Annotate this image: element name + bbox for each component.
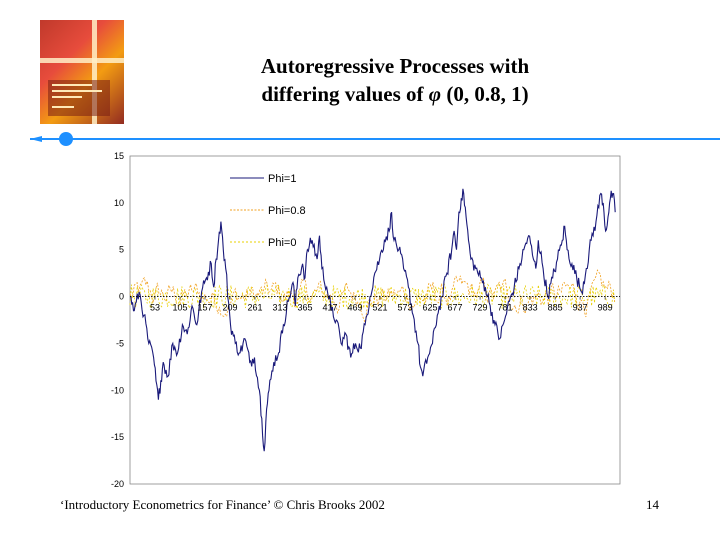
series-phi-0-line	[129, 283, 616, 311]
x-tick-label: 781	[498, 303, 513, 313]
title-line-2-prefix: differing values of	[261, 82, 429, 106]
x-tick-label: 625	[423, 303, 438, 313]
plot-area-frame	[129, 155, 621, 485]
x-tick-label: 885	[548, 303, 563, 313]
cover-cross-horizontal	[40, 58, 124, 63]
title-line-1: Autoregressive Processes with	[260, 54, 530, 78]
x-tick-label: 677	[448, 303, 463, 313]
y-tick-label: -15	[111, 432, 124, 442]
x-tick-label: 157	[197, 303, 212, 313]
legend-item-phi-1-label: Phi=1	[268, 173, 296, 185]
y-tick-label: 0	[119, 292, 124, 302]
x-tick-label: 937	[573, 303, 588, 313]
y-tick-label: -20	[111, 479, 124, 488]
x-axis: 53 105 157 209 261 313 365 417 469 521 573 625 677 72…	[150, 296, 613, 313]
page-number: 14	[646, 497, 659, 512]
y-tick-label: -10	[111, 385, 124, 395]
legend-item-phi-0.8-label: Phi=0.8	[268, 205, 306, 217]
cover-title-line	[52, 90, 102, 92]
series-layer	[129, 188, 616, 452]
x-tick-label: 53	[150, 303, 160, 313]
cover-title-line	[52, 84, 92, 86]
cover-text-band	[48, 80, 110, 116]
series-phi-1-line	[129, 188, 616, 452]
cover-title-line	[52, 96, 82, 98]
x-tick-label: 105	[172, 303, 187, 313]
x-tick-label: 365	[298, 303, 313, 313]
title-divider	[30, 132, 720, 146]
y-tick-label: 10	[114, 198, 124, 208]
x-tick-label: 521	[373, 303, 388, 313]
y-tick-label: 15	[114, 151, 124, 161]
series-phi-0.8-line	[129, 269, 616, 324]
x-tick-label: 417	[323, 303, 338, 313]
book-cover-image	[40, 20, 124, 124]
x-tick-label: 573	[398, 303, 413, 313]
x-tick-label: 729	[473, 303, 488, 313]
x-tick-label: 989	[598, 303, 613, 313]
x-tick-label: 261	[248, 303, 263, 313]
legend: Phi=1 Phi=0.8 Phi=0	[230, 173, 306, 249]
x-tick-label: 833	[523, 303, 538, 313]
x-tick-label: 469	[348, 303, 363, 313]
title-line-2: differing values of φ (0, 0.8, 1)	[180, 80, 610, 108]
cover-author-line	[52, 106, 74, 108]
cover-cross-vertical	[92, 20, 97, 124]
y-tick-label: 5	[119, 245, 124, 255]
y-axis: 15 10 5 0 -5 -10 -15 -20	[111, 151, 124, 488]
legend-item-phi-0-label: Phi=0	[268, 237, 296, 249]
footer-citation: ‘Introductory Econometrics for Finance’ …	[60, 497, 385, 512]
y-tick-label: -5	[116, 338, 124, 348]
phi-symbol: φ	[428, 82, 442, 106]
divider-arrow	[30, 136, 42, 142]
x-tick-label: 313	[273, 303, 288, 313]
slide-title: Autoregressive Processes with differing …	[180, 52, 610, 108]
x-tick-label: 209	[223, 303, 238, 313]
divider-dot	[59, 132, 73, 146]
title-line-2-suffix: (0, 0.8, 1)	[441, 82, 529, 106]
